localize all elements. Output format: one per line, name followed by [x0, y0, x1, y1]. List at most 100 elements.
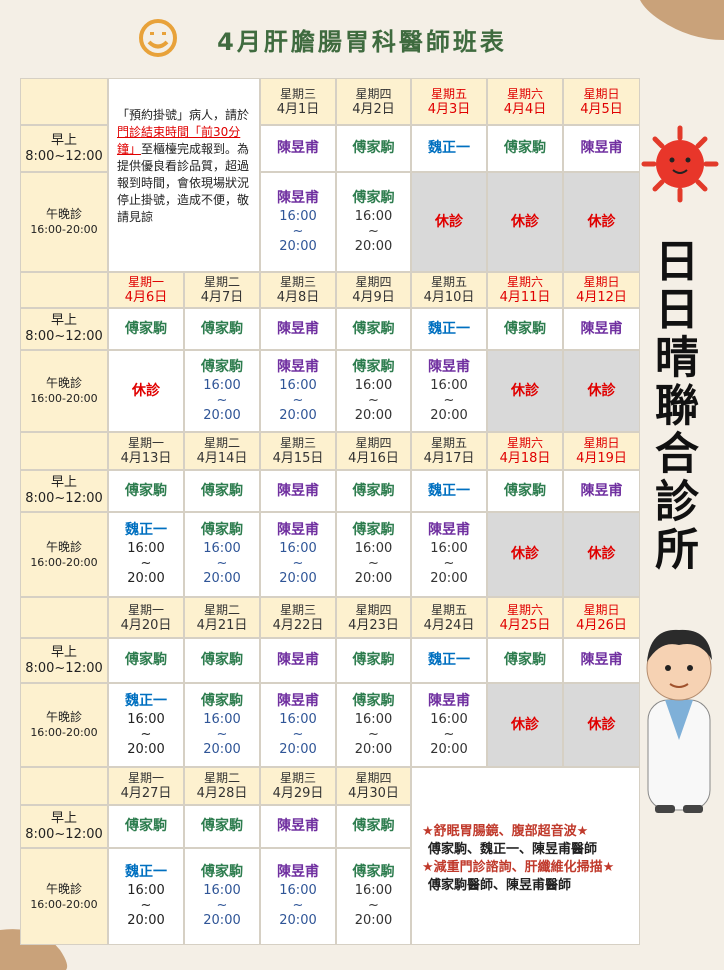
time-text: 16:00 [127, 541, 165, 556]
weekday: 星期一 [127, 602, 164, 617]
weekday: 星期五 [430, 275, 467, 289]
time-text: 20:00 [430, 571, 468, 586]
time-text: 20:00 [279, 407, 317, 423]
time-text: ~ [368, 556, 379, 571]
day-header: 星期四 4月2日 [336, 78, 411, 125]
weekday: 星期一 [127, 436, 164, 450]
time-text: 20:00 [203, 571, 241, 586]
row-label: 午晚診 16:00-20:00 [20, 683, 108, 767]
date: 4月29日 [272, 786, 324, 801]
doctor-name: 傅家駒 [504, 320, 546, 337]
row-label-text: 8:00~12:00 [25, 826, 103, 842]
morning-cell: 魏正一 [411, 125, 487, 172]
morning-cell: 傅家駒 [487, 638, 563, 683]
doctor-name: 休診 [132, 382, 160, 399]
doctor-name: 傅家駒 [201, 358, 243, 375]
time-text: 20:00 [430, 407, 468, 423]
evening-cell: 傅家駒 16:00 ~20:00 [336, 683, 411, 767]
day-header: 星期三 4月22日 [260, 597, 336, 638]
time-text: 20:00 [127, 741, 165, 757]
day-header: 星期五 4月3日 [411, 78, 487, 125]
doctor-name: 傅家駒 [352, 482, 395, 499]
time-text: ~ [140, 726, 152, 742]
evening-cell: 休診 [487, 172, 563, 272]
weekday: 星期日 [583, 275, 620, 289]
time-text: ~ [292, 556, 304, 571]
time-text: 16:00 [203, 377, 241, 393]
time-text: ~ [216, 556, 228, 571]
doctor-name: 陳昱甫 [277, 358, 319, 375]
time-text: 16:00 [430, 541, 468, 556]
weekday: 星期四 [355, 771, 392, 785]
doctor-name: 休診 [587, 546, 616, 562]
doctor-name: 傅家駒 [201, 652, 243, 668]
time-text: 20:00 [354, 741, 393, 757]
time-text: 20:00 [127, 913, 165, 928]
weekday: 星期四 [355, 86, 392, 101]
time-text: ~ [443, 556, 455, 571]
day-header: 星期一 4月6日 [108, 272, 184, 308]
weekday: 星期三 [279, 771, 316, 785]
row-label-text: 16:00-20:00 [30, 223, 98, 236]
time-text: ~ [216, 726, 228, 742]
time-text: ~ [368, 898, 379, 913]
row-label-text: 午晚診 [45, 710, 82, 724]
evening-cell: 休診 [563, 350, 640, 432]
morning-cell: 陳昱甫 [260, 470, 336, 512]
weekday: 星期二 [203, 602, 240, 617]
doctor-name: 傅家駒 [201, 482, 243, 499]
time-text: ~ [443, 392, 455, 408]
row-label-text: 16:00-20:00 [30, 392, 98, 405]
date: 4月7日 [200, 290, 244, 305]
morning-cell: 傅家駒 [336, 125, 411, 172]
morning-cell: 傅家駒 [184, 805, 260, 848]
doctor-name: 傅家駒 [504, 140, 546, 156]
weekday: 星期二 [203, 275, 240, 289]
date: 4月2日 [352, 101, 395, 117]
time-text: 20:00 [203, 407, 241, 423]
corner-blob [0, 929, 68, 970]
weekday: 星期三 [279, 436, 316, 450]
row-label-text: 早上 [50, 810, 77, 826]
date: 4月20日 [120, 617, 172, 633]
day-header: 星期日 4月5日 [563, 78, 640, 125]
doctor-name: 陳昱甫 [580, 320, 623, 337]
morning-cell: 魏正一 [411, 470, 487, 512]
notice-text: 門診結束時間「前30分鐘」 [117, 125, 241, 156]
doctor-name: 傅家駒 [352, 818, 395, 834]
weekday: 星期一 [127, 771, 164, 785]
doctor-name: 休診 [587, 213, 616, 230]
day-header: 星期六 4月11日 [487, 272, 563, 308]
morning-cell: 傅家駒 [108, 638, 184, 683]
evening-cell: 傅家駒 16:00 ~20:00 [336, 512, 411, 597]
evening-cell: 陳昱甫 16:00 ~20:00 [411, 350, 487, 432]
morning-cell: 陳昱甫 [563, 638, 640, 683]
date: 4月10日 [423, 290, 475, 305]
doctor-name: 陳昱甫 [277, 482, 319, 499]
row-label-text: 午晚診 [45, 376, 82, 390]
weekday: 星期一 [127, 275, 164, 289]
evening-cell: 休診 [487, 350, 563, 432]
morning-cell: 傅家駒 [184, 638, 260, 683]
morning-cell: 陳昱甫 [260, 125, 336, 172]
label-cell [20, 432, 108, 470]
morning-cell: 傅家駒 [487, 470, 563, 512]
weekday: 星期日 [583, 602, 620, 617]
doctor-name: 魏正一 [125, 692, 167, 709]
day-header: 星期四 4月16日 [336, 432, 411, 470]
day-header: 星期日 4月19日 [563, 432, 640, 470]
morning-cell: 傅家駒 [336, 470, 411, 512]
doctor-name: 傅家駒 [352, 652, 395, 668]
morning-cell: 傅家駒 [487, 125, 563, 172]
weekday: 星期六 [506, 436, 543, 450]
weekday: 星期日 [583, 86, 620, 101]
time-text: 20:00 [127, 571, 165, 586]
date: 4月12日 [576, 290, 627, 305]
row-label-text: 16:00-20:00 [30, 897, 98, 911]
time-text: ~ [443, 726, 455, 742]
service-line: ★舒眠胃腸鏡、腹部超音波★ [422, 824, 589, 839]
doctor-name: 休診 [587, 382, 616, 399]
doctor-name: 陳昱甫 [277, 818, 319, 834]
morning-cell: 傅家駒 [184, 470, 260, 512]
